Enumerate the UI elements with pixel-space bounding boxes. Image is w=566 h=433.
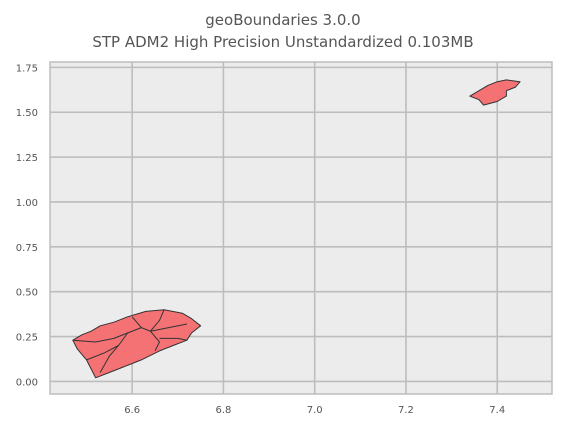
x-axis: 6.6 6.8 7.0 7.2 7.4	[124, 405, 505, 416]
y-axis: 0.00 0.25 0.50 0.75 1.00 1.25 1.50 1.75	[16, 63, 38, 388]
island-shape	[72, 309, 202, 379]
y-tick-label: 1.50	[16, 108, 38, 119]
district-boundary	[150, 330, 161, 352]
x-tick-label: 6.6	[124, 405, 140, 416]
district-boundary	[99, 332, 129, 373]
y-tick-label: 1.75	[16, 63, 38, 74]
y-tick-label: 1.00	[16, 198, 38, 209]
map-shapes	[72, 79, 521, 379]
x-tick-label: 7.0	[307, 405, 323, 416]
chart-title: geoBoundaries 3.0.0	[205, 11, 361, 29]
district-boundary	[150, 309, 165, 332]
y-tick-label: 0.75	[16, 243, 38, 254]
y-tick-label: 0.25	[16, 333, 38, 344]
y-tick-label: 0.00	[16, 377, 38, 388]
x-tick-label: 7.2	[398, 405, 414, 416]
x-tick-label: 7.4	[489, 405, 505, 416]
district-boundary	[159, 337, 187, 341]
district-boundary	[86, 345, 119, 361]
plot-frame	[49, 61, 553, 395]
district-boundary	[72, 327, 142, 343]
y-tick-label: 0.50	[16, 288, 38, 299]
island-shape	[469, 79, 521, 106]
chart-subtitle: STP ADM2 High Precision Unstandardized 0…	[92, 33, 474, 51]
y-tick-label: 1.25	[16, 153, 38, 164]
x-tick-label: 6.8	[215, 405, 231, 416]
